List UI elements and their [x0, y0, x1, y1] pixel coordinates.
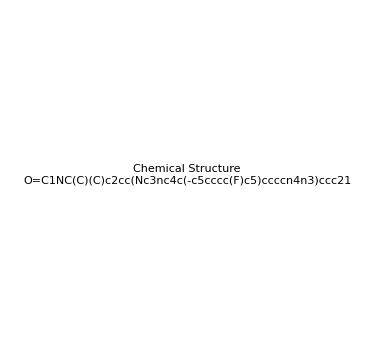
Text: Chemical Structure
O=C1NC(C)(C)c2cc(Nc3nc4c(-c5cccc(F)c5)ccccn4n3)ccc21: Chemical Structure O=C1NC(C)(C)c2cc(Nc3n…: [23, 164, 351, 186]
